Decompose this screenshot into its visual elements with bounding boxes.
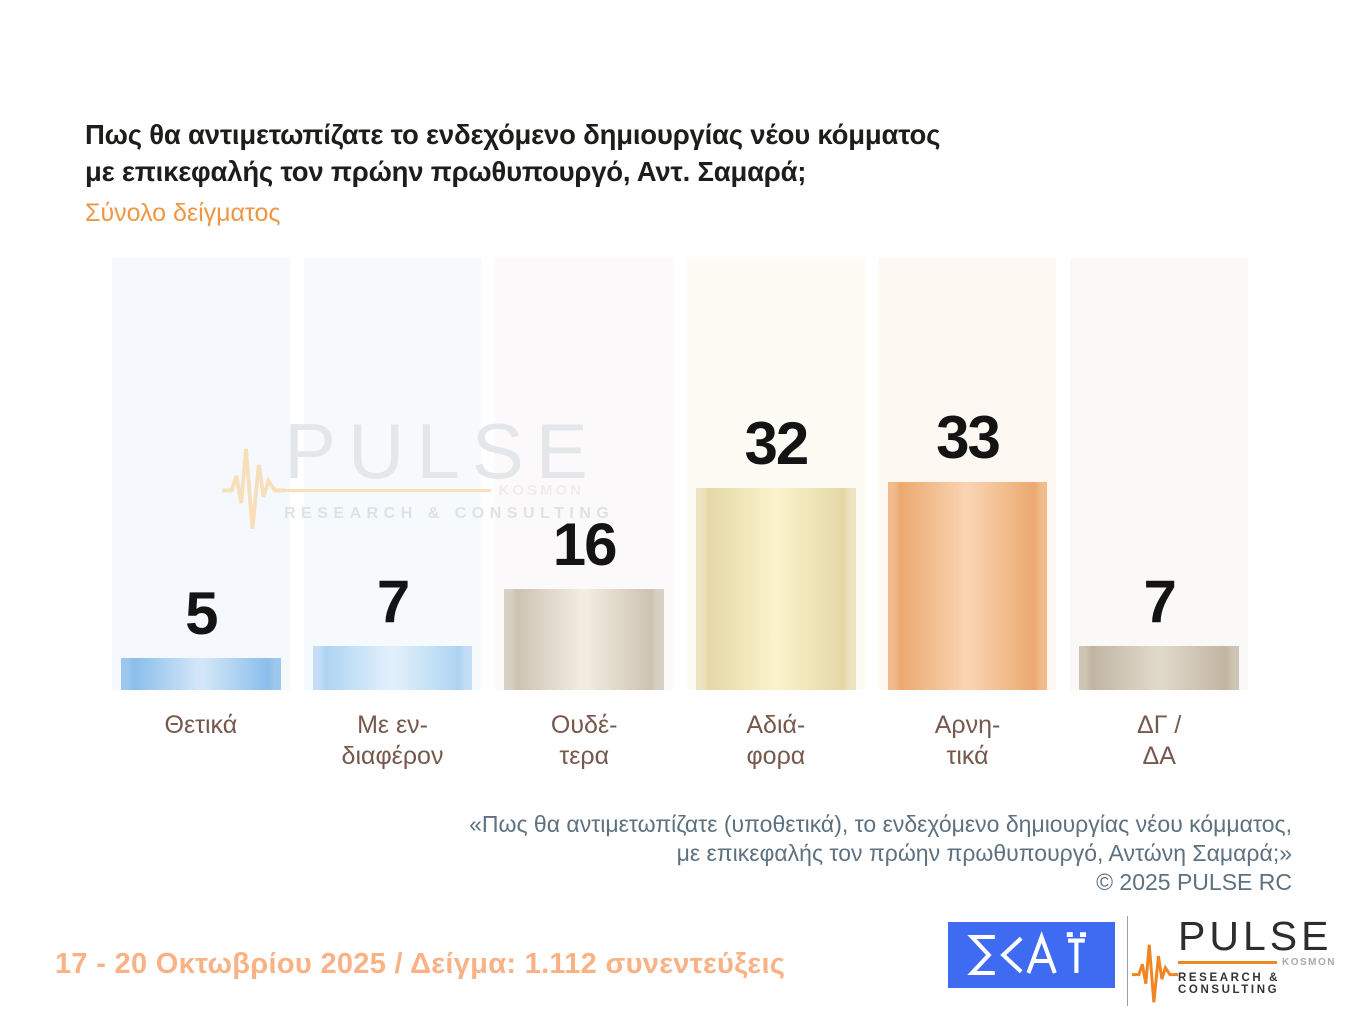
category-label-Θετικά: Θετικά xyxy=(164,711,238,739)
page-subtitle: Σύνολο δείγματος xyxy=(85,199,281,227)
category-label-Αδιάφορα: Αδιά-φορα xyxy=(746,711,806,770)
category-labels-row: Θετικά Με εν-διαφέρον Ουδέ-τερα Αδιά-φορα Αρ… xyxy=(112,710,1248,772)
category-label-ΔΓ / ΔΑ: ΔΓ / ΔΑ xyxy=(1137,711,1182,770)
bar-Με ενδιαφέρον xyxy=(312,646,473,690)
bar-value: 7 xyxy=(1143,568,1177,635)
bar-value: 32 xyxy=(744,410,809,477)
chart-column-ΔΓ / ΔΑ: 7 xyxy=(1070,258,1249,690)
chart-column-Θετικά: 5 xyxy=(112,258,290,690)
quote-line-2: με επικεφαλής τον πρώην πρωθυπουργό, Αντ… xyxy=(676,840,1292,866)
footnote-quote: «Πως θα αντιμετωπίζατε (υποθετικά), το ε… xyxy=(469,810,1292,897)
bar-value: 33 xyxy=(936,404,1001,471)
logos-divider xyxy=(1127,916,1128,1006)
pulse-heartbeat-icon xyxy=(1132,944,1178,1003)
chart-column-Ουδέτερα: 16 xyxy=(495,258,674,690)
category-label-Με ενδιαφέρον: Με εν-διαφέρον xyxy=(341,711,444,770)
pulse-logo-underline xyxy=(1178,961,1277,964)
chart-column-Αδιάφορα: 32 xyxy=(687,258,865,690)
bar-Θετικά xyxy=(121,658,281,690)
copyright: © 2025 PULSE RC xyxy=(1096,869,1292,895)
page-title: Πως θα αντιμετωπίζατε το ενδεχόμενο δημι… xyxy=(85,116,1045,190)
skai-logo xyxy=(948,922,1115,988)
title-line-1: Πως θα αντιμετωπίζατε το ενδεχόμενο δημι… xyxy=(85,119,941,150)
bar-chart: 5 7 16 32 33 7 xyxy=(112,258,1249,690)
pulse-logo-tagline: RESEARCH & CONSULTING xyxy=(1178,972,1281,996)
quote-line-1: «Πως θα αντιμετωπίζατε (υποθετικά), το ε… xyxy=(469,811,1292,837)
bar-value: 5 xyxy=(185,580,218,647)
fieldwork-date: 17 - 20 Οκτωβρίου 2025 / Δείγμα: 1.112 σ… xyxy=(55,948,786,980)
bar-Αδιάφορα xyxy=(696,488,856,690)
chart-column-Με ενδιαφέρον: 7 xyxy=(303,258,482,690)
bar-Αρνητικά xyxy=(887,482,1048,690)
title-line-2: με επικεφαλής τον πρώην πρωθυπουργό, Αντ… xyxy=(85,156,807,187)
skai-logo-icon xyxy=(966,931,1086,976)
bar-Ουδέτερα xyxy=(504,589,665,690)
bar-ΔΓ / ΔΑ xyxy=(1079,646,1240,690)
bar-value: 16 xyxy=(552,511,618,578)
pulse-logo-brand: PULSE xyxy=(1178,913,1333,959)
chart-column-Αρνητικά: 33 xyxy=(878,258,1057,690)
category-label-Αρνητικά: Αρνη-τικά xyxy=(934,711,1001,770)
pulse-logo: PULSE KOSMON RESEARCH & CONSULTING xyxy=(1132,913,1336,1003)
pulse-logo-kosmon: KOSMON xyxy=(1282,957,1336,968)
category-label-Ουδέτερα: Ουδέ-τερα xyxy=(550,711,618,770)
bar-value: 7 xyxy=(376,568,410,635)
